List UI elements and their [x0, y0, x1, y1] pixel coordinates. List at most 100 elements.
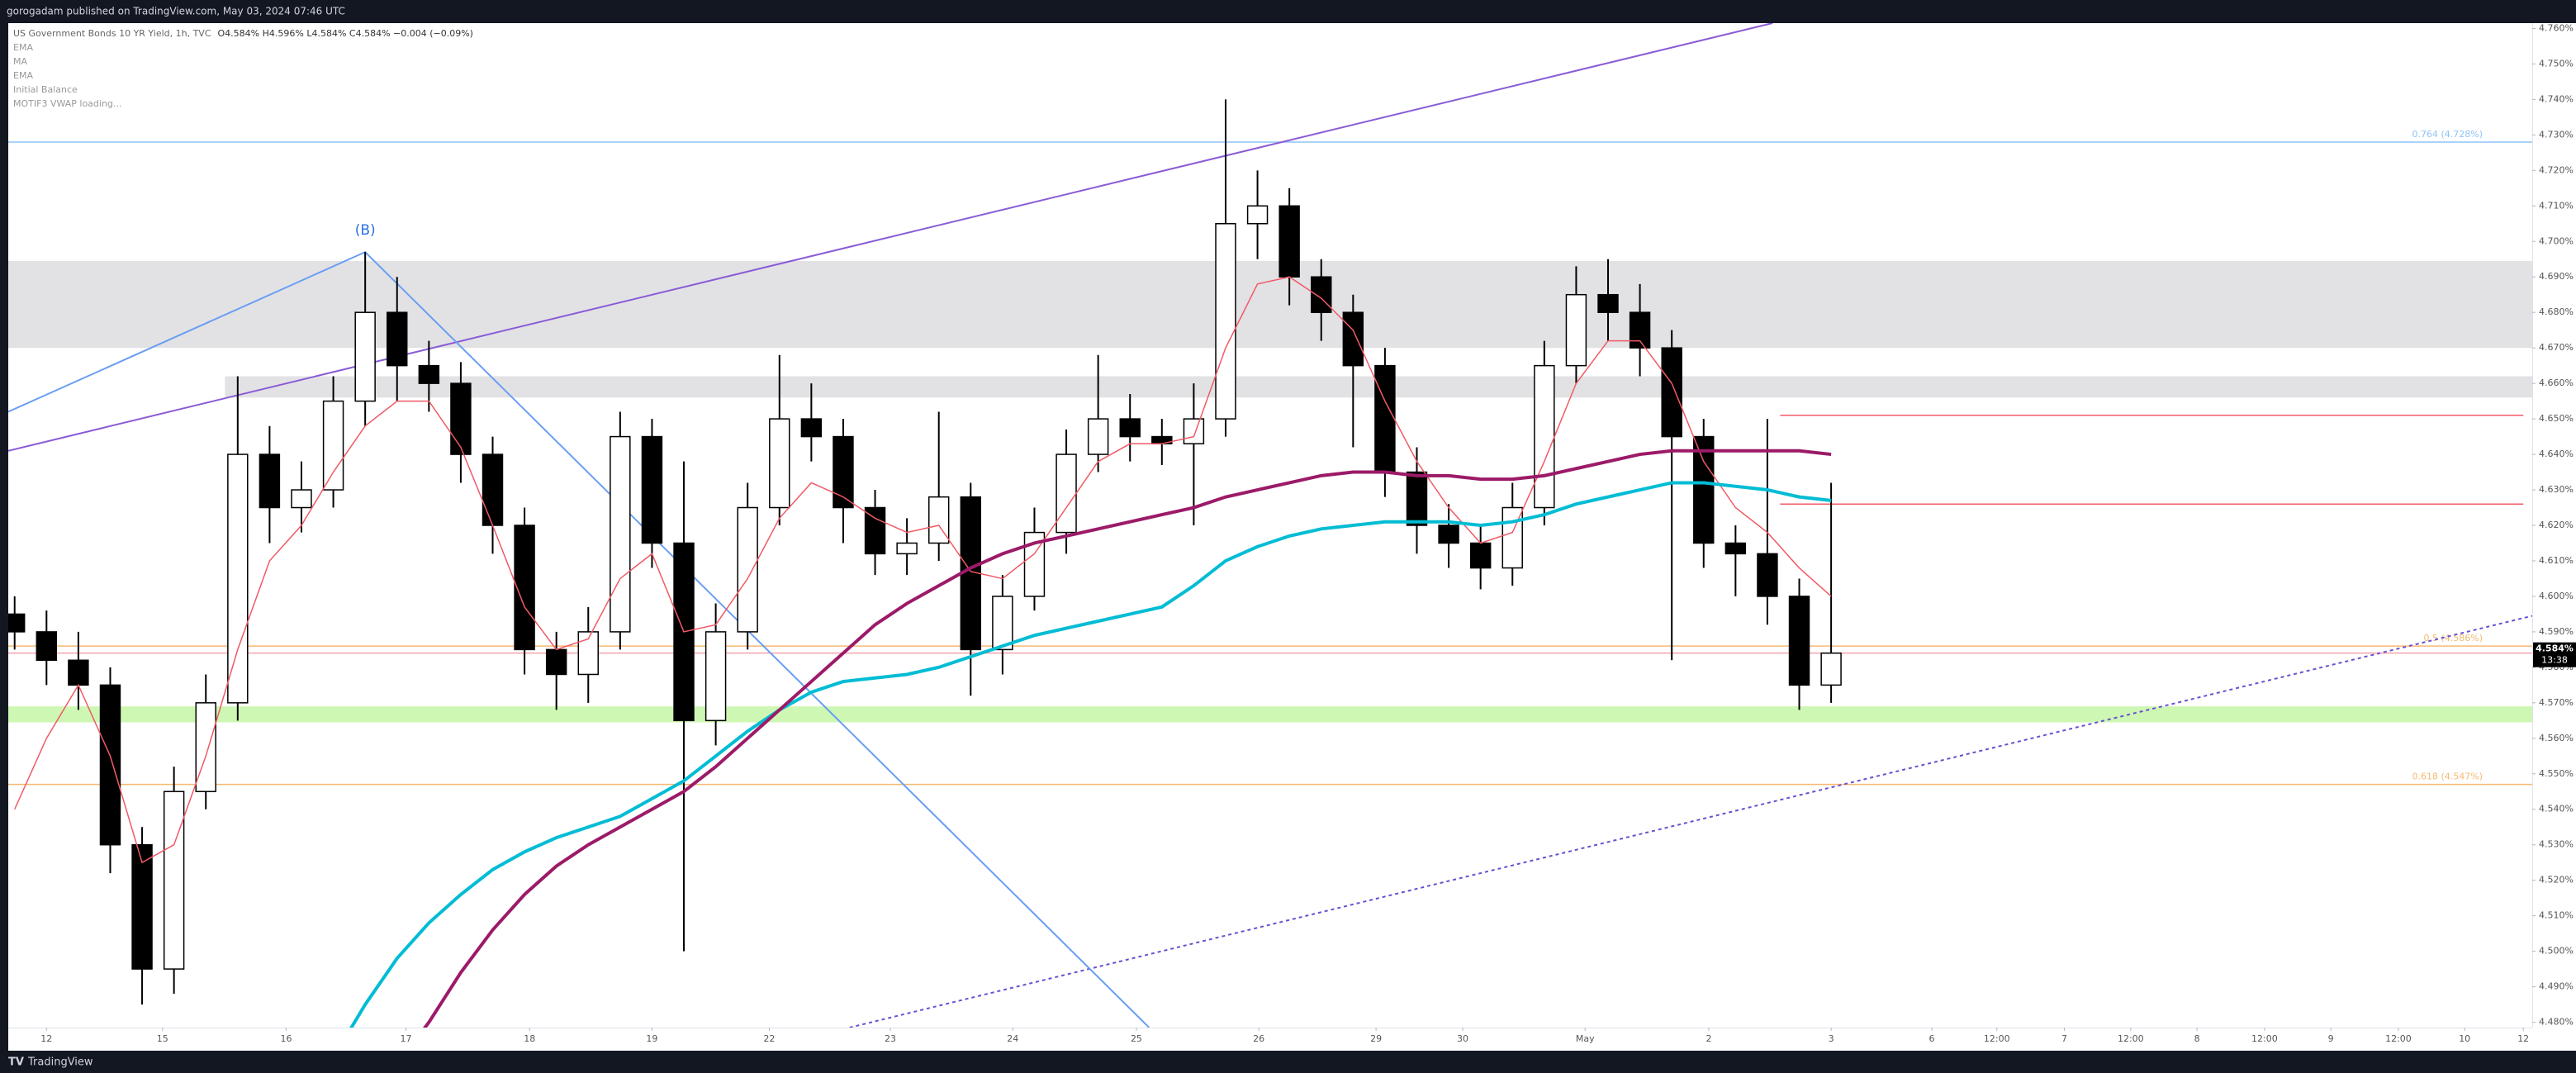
candle-body	[800, 418, 823, 438]
candle-body	[1056, 453, 1077, 534]
y-tick-label: 4.760%	[2539, 22, 2574, 33]
candle-body	[259, 453, 281, 509]
x-tick-label: 22	[763, 1033, 775, 1044]
x-tick-label: 2	[1705, 1033, 1711, 1044]
candle-body	[896, 542, 918, 555]
y-tick-label: 4.590%	[2539, 626, 2574, 637]
zone	[8, 706, 2532, 723]
candle-body	[1597, 293, 1619, 313]
y-tick-label: 4.730%	[2539, 129, 2574, 140]
candle-body	[1724, 542, 1747, 555]
candle-body	[1119, 418, 1141, 438]
x-tick-label: 10	[2459, 1033, 2470, 1044]
candle-body	[514, 525, 535, 651]
candle-body	[131, 843, 153, 970]
candle-body	[1183, 418, 1205, 444]
candle-body	[864, 506, 886, 555]
y-tick-label: 4.690%	[2539, 271, 2574, 282]
candle-body	[1438, 525, 1459, 544]
x-tick-label: 18	[524, 1033, 535, 1044]
candle-body	[769, 418, 790, 509]
candle-body	[833, 435, 854, 509]
y-tick-label: 4.640%	[2539, 449, 2574, 459]
x-tick-label: 12:00	[2118, 1033, 2144, 1044]
y-tick-label: 4.700%	[2539, 235, 2574, 246]
y-tick-label: 4.750%	[2539, 58, 2574, 69]
x-tick-label: 24	[1007, 1033, 1018, 1044]
candle-body	[1757, 553, 1778, 597]
legend-indicator: Initial Balance	[13, 84, 78, 95]
countdown: 13:38	[2541, 655, 2568, 666]
header: gorogadam published on TradingView.com, …	[7, 6, 345, 17]
candle-body	[704, 631, 727, 722]
candle-body	[1342, 311, 1364, 367]
candle-body	[1215, 223, 1236, 420]
candle-body	[577, 631, 599, 676]
legend-indicator: MOTIF3 VWAP loading...	[13, 98, 121, 109]
candle-body	[1693, 435, 1715, 544]
candle-body	[291, 489, 312, 509]
y-tick-label: 4.710%	[2539, 200, 2574, 211]
legend-ohlc: O4.584% H4.596% L4.584% C4.584% −0.004 (…	[218, 28, 473, 39]
y-tick-label: 4.720%	[2539, 164, 2574, 175]
candle-body	[1279, 205, 1300, 278]
x-tick-label: 26	[1253, 1033, 1264, 1044]
x-tick-label: 23	[885, 1033, 896, 1044]
y-tick-label: 4.600%	[2539, 591, 2574, 601]
x-tick-label: May	[1576, 1033, 1595, 1044]
candle-body	[450, 382, 472, 455]
x-tick-label: 6	[1929, 1033, 1935, 1044]
candle-body	[1820, 652, 1842, 686]
x-tick-label: 19	[646, 1033, 657, 1044]
candle-body	[36, 631, 58, 662]
plot-area: 0.764 (4.728%) 0.5 (4.586%) 0.618 (4.547%)…	[8, 23, 2532, 1028]
legend-indicator: EMA	[13, 42, 33, 53]
axes: 4.480% 4.490% 4.500% 4.510% 4.520% 4.530% 4.54…	[40, 22, 2576, 1044]
indicator-line	[14, 276, 1832, 864]
x-tick-label: 7	[2061, 1033, 2067, 1044]
x-tick-label: 12	[2517, 1033, 2529, 1044]
footer-brand: TradingView	[27, 1056, 93, 1069]
x-tick-label: 16	[280, 1033, 292, 1044]
y-tick-label: 4.510%	[2539, 910, 2574, 921]
candle-body	[418, 364, 440, 384]
x-tick-label: 9	[2328, 1033, 2334, 1044]
fib-label: 0.618 (4.547%)	[2412, 772, 2483, 782]
candle-body	[163, 791, 185, 970]
indicator-line	[349, 481, 1832, 1028]
y-tick-label: 4.570%	[2539, 697, 2574, 708]
candle-body	[610, 435, 631, 633]
y-tick-label: 4.480%	[2539, 1017, 2574, 1028]
x-tick-label: 30	[1457, 1033, 1468, 1044]
legend-title: US Government Bonds 10 YR Yield, 1h, TVC	[13, 28, 211, 39]
x-tick-label: 12:00	[2385, 1033, 2412, 1044]
y-tick-label: 4.530%	[2539, 839, 2574, 850]
y-tick-label: 4.490%	[2539, 981, 2574, 992]
y-tick-label: 4.680%	[2539, 306, 2574, 317]
y-tick-label: 4.500%	[2539, 946, 2574, 957]
candle-body	[68, 659, 89, 686]
last-price-tag	[2533, 642, 2576, 667]
y-tick-label: 4.560%	[2539, 733, 2574, 743]
x-tick-label: 8	[2194, 1033, 2200, 1044]
y-tick-label: 4.620%	[2539, 520, 2574, 530]
trend-line	[849, 615, 2532, 1028]
candle-body	[1661, 347, 1682, 438]
trend-line	[8, 23, 1773, 452]
candle-body	[354, 311, 376, 402]
y-tick-label: 4.550%	[2539, 768, 2574, 779]
y-tick-label: 4.630%	[2539, 484, 2574, 495]
candle-body	[387, 311, 408, 367]
candle-body	[737, 506, 758, 633]
candle-body	[1788, 596, 1810, 686]
candle-body	[1023, 531, 1046, 597]
x-tick-label: 12	[40, 1033, 52, 1044]
top-bar	[0, 0, 2576, 23]
candle-body	[227, 453, 249, 704]
candle-body	[8, 613, 26, 633]
x-tick-label: 15	[157, 1033, 168, 1044]
y-tick-label: 4.540%	[2539, 804, 2574, 814]
x-tick-label: 12:00	[1984, 1033, 2010, 1044]
x-tick-label: 25	[1131, 1033, 1142, 1044]
